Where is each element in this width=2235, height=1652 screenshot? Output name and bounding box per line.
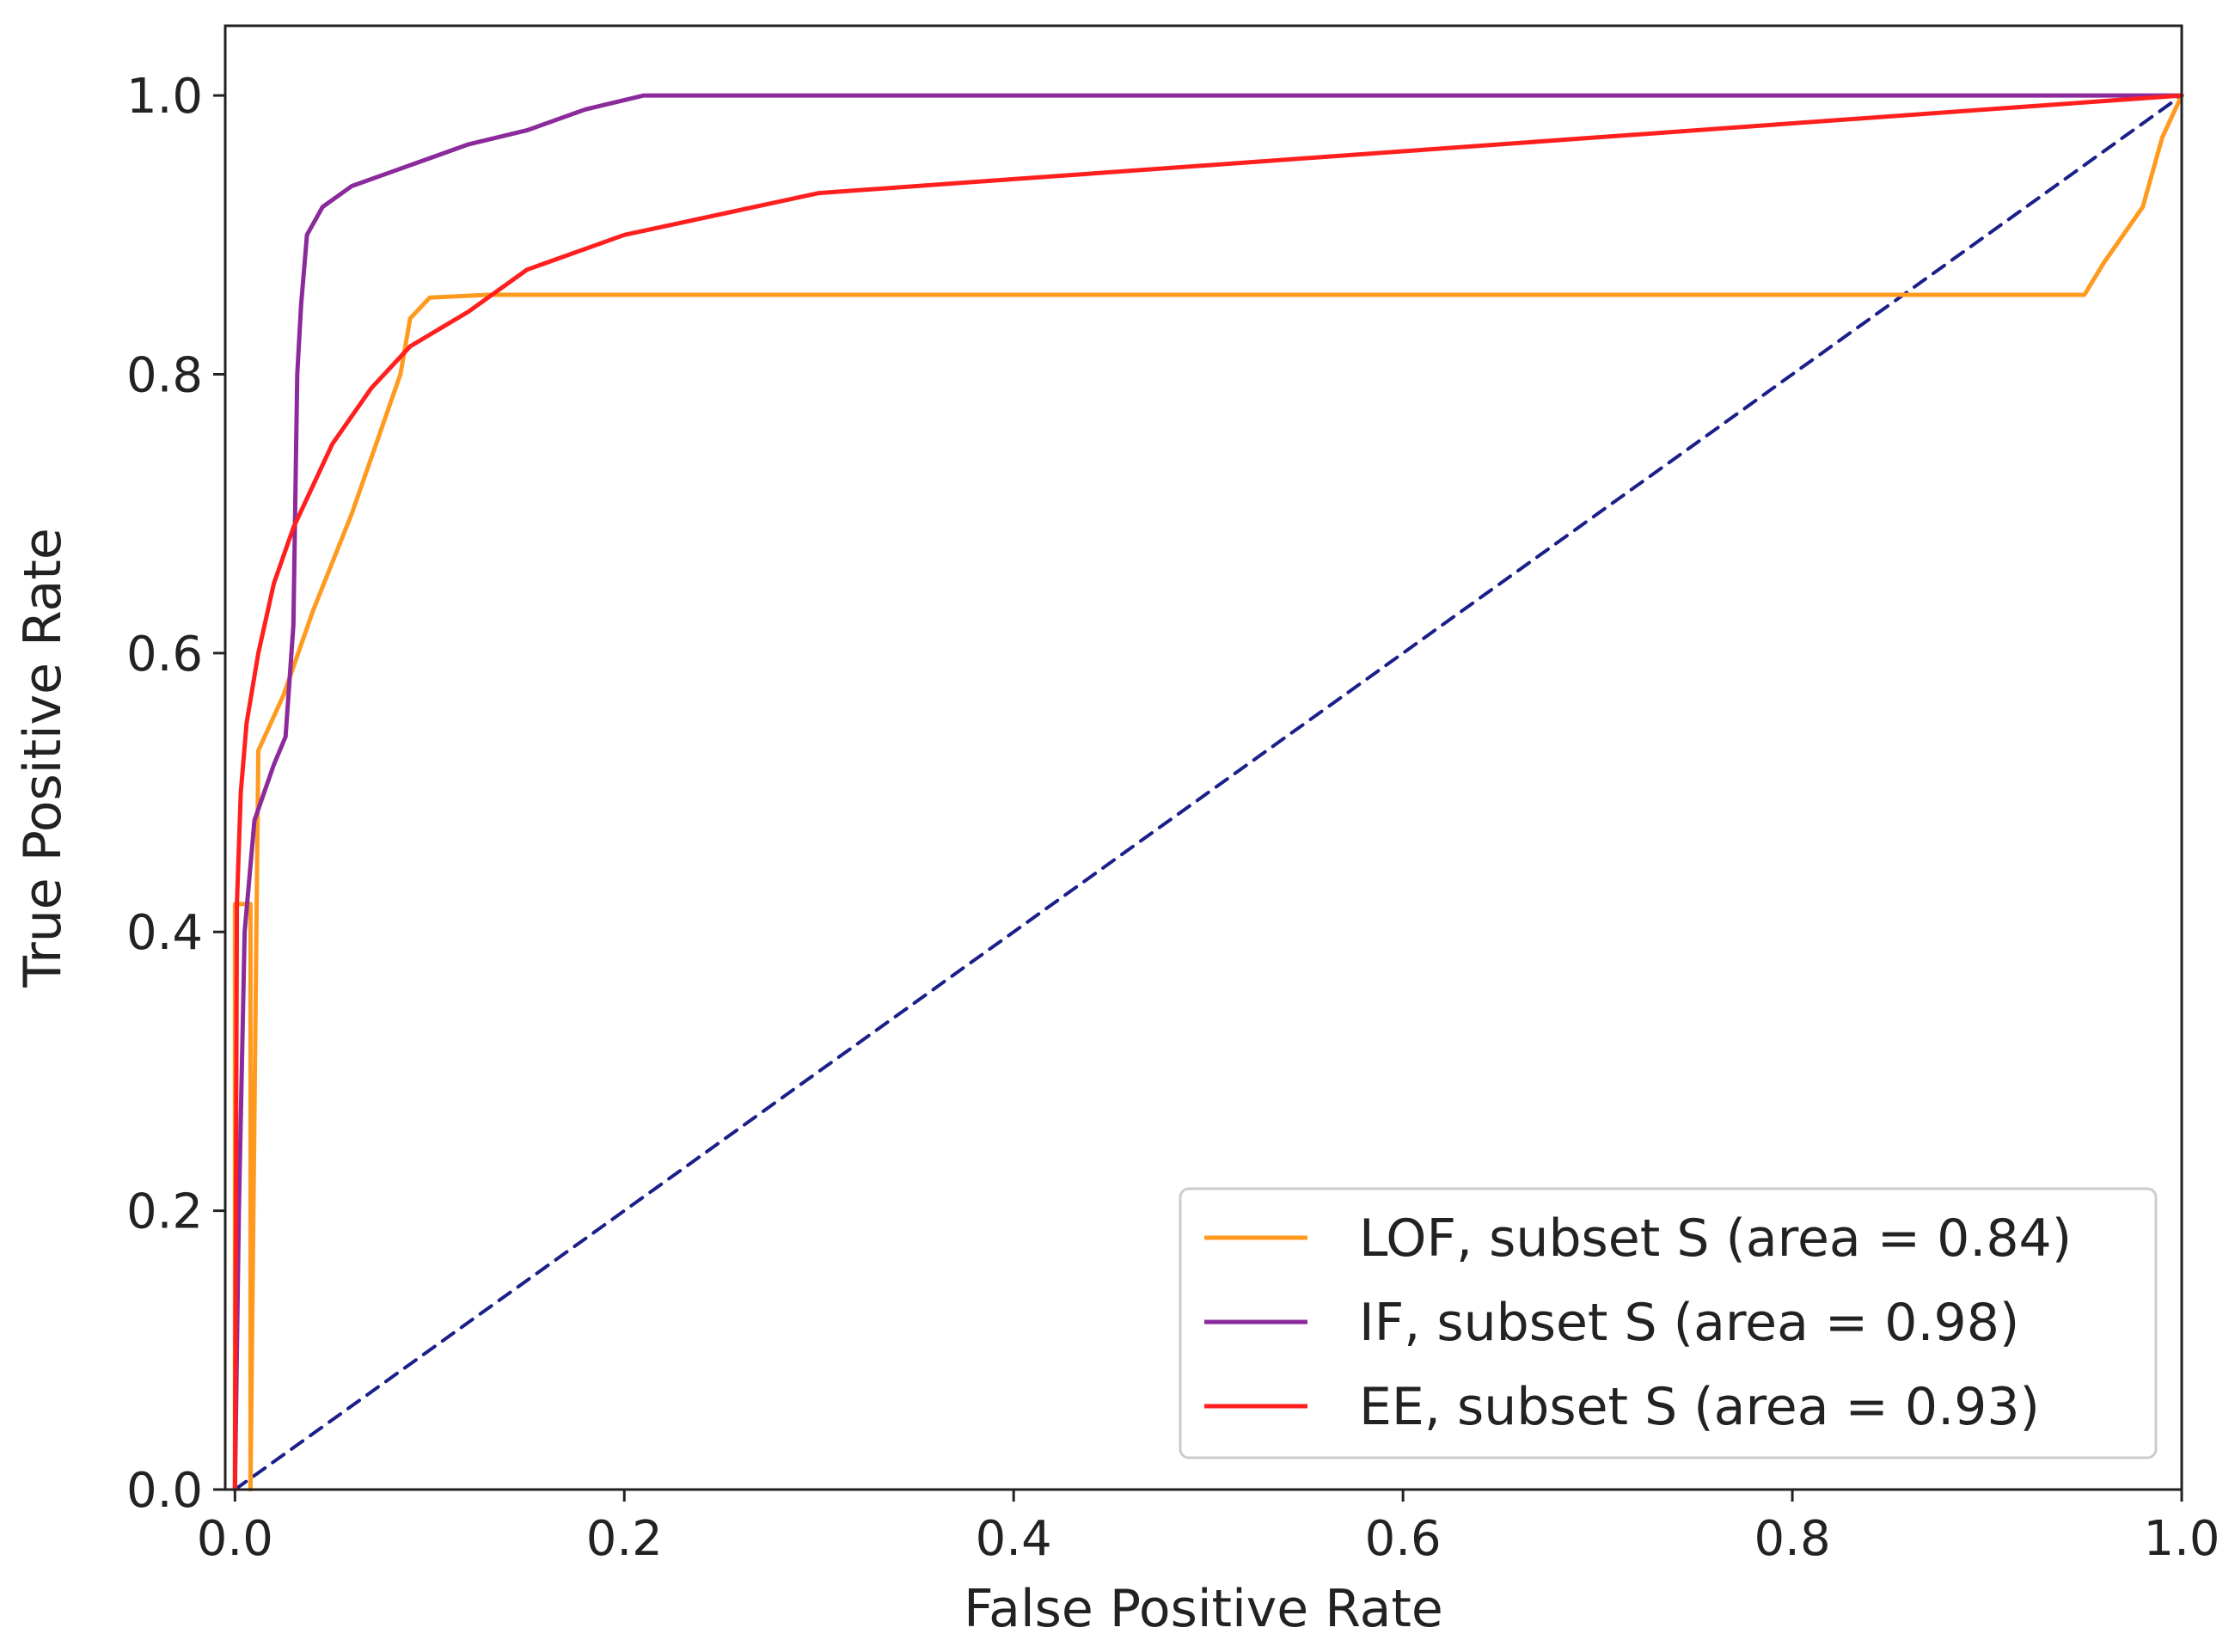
y-tick-label: 0.6 (126, 627, 203, 682)
y-tick-label: 1.0 (126, 69, 203, 125)
x-tick-label: 0.4 (976, 1511, 1052, 1567)
legend-box (1179, 1187, 2158, 1459)
legend-entry: EE, subset S (area = 0.93) (1359, 1377, 2040, 1437)
y-axis-title: True Positive Rate (13, 528, 73, 988)
legend-entry: LOF, subset S (area = 0.84) (1359, 1208, 2072, 1269)
y-tick-label: 0.8 (126, 347, 203, 403)
x-tick-label: 1.0 (2143, 1511, 2220, 1567)
x-tick-label: 0.2 (586, 1511, 663, 1567)
legend-entry: IF, subset S (area = 0.98) (1359, 1293, 2019, 1353)
series-line-lof (232, 93, 2184, 1492)
plot-area (232, 93, 2184, 1492)
plot-frame (224, 24, 2183, 1491)
chance-diagonal-line (233, 94, 2183, 1491)
axis-ticks: 0.0 0.2 0.4 0.6 0.8 1.0 0.0 0.2 0.4 0.6 0.8 1.0 (126, 69, 2220, 1567)
y-tick-label: 0.2 (126, 1184, 203, 1240)
y-tick-label: 0.0 (126, 1463, 203, 1519)
legend: LOF, subset S (area = 0.84) IF, subset S … (1179, 1187, 2158, 1459)
series-line-ee (232, 93, 2184, 1492)
x-axis-title: False Positive Rate (964, 1579, 1443, 1639)
series-line-if (232, 93, 2184, 1492)
x-tick-label: 0.0 (197, 1511, 273, 1567)
x-tick-label: 0.8 (1754, 1511, 1831, 1567)
y-tick-label: 0.4 (126, 905, 203, 961)
x-tick-label: 0.6 (1365, 1511, 1442, 1567)
